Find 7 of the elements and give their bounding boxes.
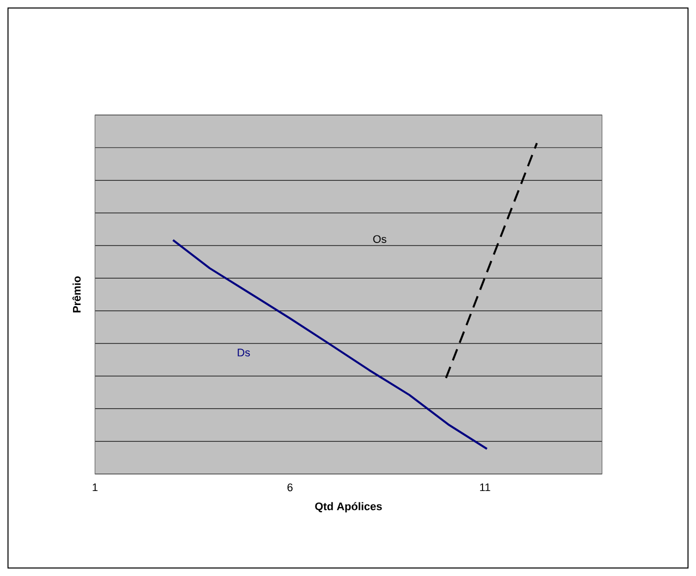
text: Ds <box>238 348 250 356</box>
x-tick-label: 6 <box>288 484 293 492</box>
x-tick-label: 1 <box>92 484 98 492</box>
x-tick-label: 11 <box>480 484 490 492</box>
y-axis-title: Prêmio <box>72 276 81 312</box>
x-axis-title: Qtd Apólices <box>315 502 382 512</box>
text: Os <box>373 235 386 243</box>
